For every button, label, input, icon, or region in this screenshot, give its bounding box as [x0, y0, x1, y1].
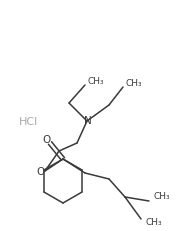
Text: CH₃: CH₃ — [146, 218, 163, 227]
Text: CH₃: CH₃ — [126, 78, 143, 87]
Text: O: O — [42, 134, 50, 144]
Text: CH₃: CH₃ — [154, 192, 171, 201]
Text: N: N — [84, 116, 92, 125]
Text: O: O — [36, 166, 44, 176]
Text: CH₃: CH₃ — [88, 76, 105, 85]
Text: HCl: HCl — [18, 116, 38, 126]
